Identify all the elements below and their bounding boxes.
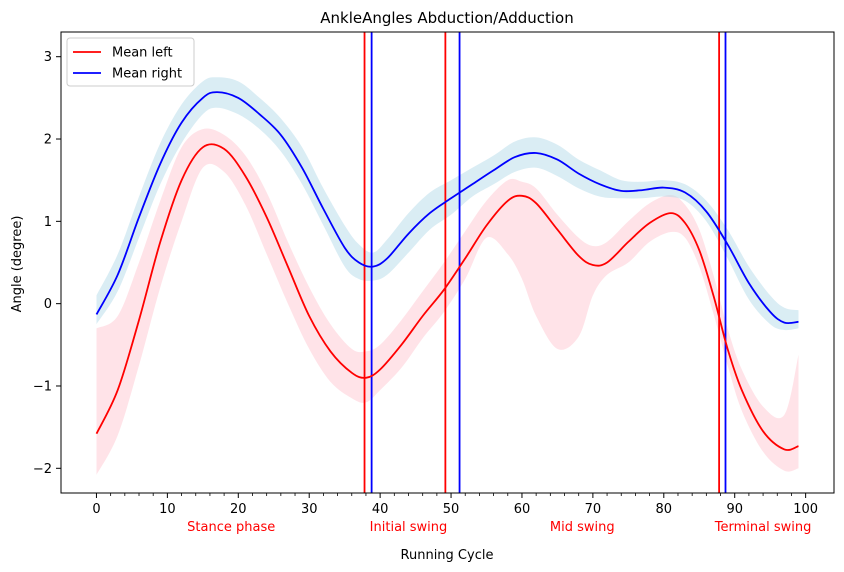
phase-label: Terminal swing — [714, 520, 812, 535]
x-tick-label: 70 — [585, 502, 602, 517]
series-line-mean-left — [95, 143, 799, 451]
x-tick-label: 30 — [301, 502, 318, 517]
phase-label: Mid swing — [550, 520, 615, 535]
legend-label: Mean left — [112, 46, 173, 61]
y-tick-label: −1 — [33, 379, 52, 394]
x-tick-label: 10 — [159, 502, 176, 517]
x-tick-label: 100 — [793, 502, 818, 517]
x-tick-label: 0 — [92, 502, 100, 517]
phase-label: Initial swing — [370, 520, 448, 535]
series-line-mean-right — [95, 91, 799, 325]
y-tick-label: 3 — [44, 50, 52, 65]
confidence-bands — [96, 77, 799, 475]
legend-box — [66, 37, 195, 87]
x-tick-label: 50 — [443, 502, 460, 517]
y-tick-label: 0 — [44, 297, 52, 312]
confidence-band-mean-left — [96, 128, 799, 475]
chart-title: AnkleAngles Abduction/Adduction — [320, 9, 574, 27]
legend-label: Mean right — [112, 67, 182, 82]
phase-label: Stance phase — [187, 520, 275, 535]
axes — [60, 31, 835, 494]
tick-marks: 0 10 20 30 40 50 60 70 80 90 100 −2 −1 0 1 2 3 — [33, 50, 818, 517]
mean-lines — [95, 91, 799, 451]
y-tick-label: −2 — [33, 462, 52, 477]
x-tick-label: 80 — [656, 502, 673, 517]
y-tick-label: 1 — [44, 215, 52, 230]
phase-labels: Stance phase Initial swing Mid swing Termin… — [187, 520, 811, 535]
y-tick-label: 2 — [44, 133, 52, 148]
confidence-band-mean-right — [96, 77, 799, 331]
legend: Mean left Mean right — [66, 37, 195, 87]
plot-frame — [60, 31, 835, 494]
x-tick-label: 90 — [726, 502, 743, 517]
phase-boundary-lines — [363, 32, 727, 493]
y-axis-label: Angle (degree) — [10, 216, 25, 313]
x-tick-label: 40 — [372, 502, 389, 517]
x-axis-label: Running Cycle — [401, 548, 494, 563]
x-tick-label: 60 — [514, 502, 531, 517]
x-tick-label: 20 — [230, 502, 247, 517]
